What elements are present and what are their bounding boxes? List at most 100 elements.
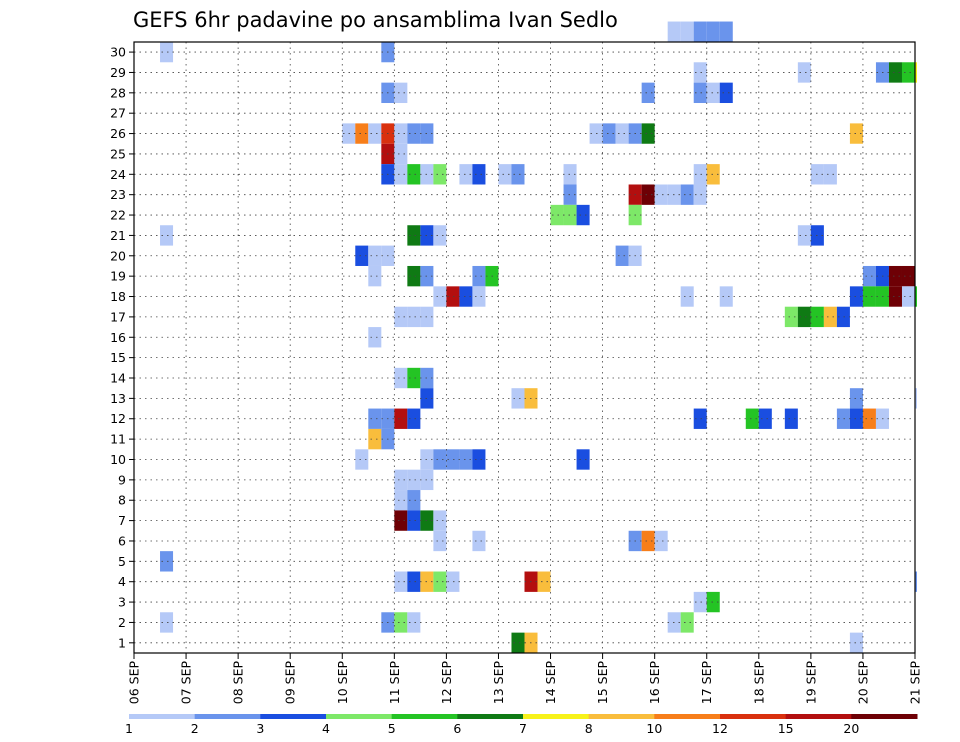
precip-cell: [901, 265, 915, 287]
precip-cell: [901, 62, 915, 83]
precip-cell: [654, 184, 668, 205]
y-tick-label: 28: [110, 85, 126, 100]
precip-cell: [693, 408, 707, 429]
legend-label: 20: [843, 721, 859, 736]
precip-cell: [355, 449, 369, 470]
precip-cell: [602, 123, 616, 144]
precip-cell: [407, 367, 421, 389]
precip-cell: [394, 82, 408, 104]
precip-cell: [576, 449, 590, 470]
y-tick-label: 1: [118, 635, 126, 650]
x-tick-label: 09 SEP: [283, 661, 298, 705]
precip-cell: [472, 286, 486, 307]
y-tick-label: 15: [110, 350, 126, 365]
y-tick-label: 9: [118, 472, 126, 487]
y-tick-label: 17: [110, 309, 126, 324]
x-tick-label: 11 SEP: [387, 661, 402, 705]
legend-swatch: [654, 714, 721, 719]
precip-cell: [849, 123, 863, 144]
precip-cell: [693, 591, 707, 613]
y-tick-label: 19: [110, 269, 126, 284]
y-tick-label: 14: [110, 371, 126, 386]
x-tick-label: 13 SEP: [491, 661, 506, 705]
precip-cell: [407, 225, 421, 246]
precip-cell: [915, 286, 917, 307]
precip-cell: [433, 449, 447, 470]
legend-swatch: [588, 714, 655, 719]
y-tick-label: 29: [110, 65, 126, 80]
precip-cell: [407, 408, 421, 429]
y-tick-label: 10: [110, 452, 126, 467]
precip-cell: [433, 164, 447, 185]
y-tick-label: 13: [110, 391, 126, 406]
precip-cell: [706, 164, 720, 185]
legend-label: 6: [453, 721, 461, 736]
precip-cell: [446, 449, 460, 470]
y-tick-label: 3: [118, 595, 126, 610]
y-tick-label: 21: [110, 228, 126, 243]
precip-cell: [693, 164, 707, 185]
precip-cell: [849, 388, 863, 409]
x-tick-label: 16 SEP: [647, 661, 662, 705]
precip-cell: [407, 612, 421, 633]
precip-cell: [511, 632, 525, 653]
precip-cell: [355, 245, 369, 266]
precip-cell: [394, 510, 408, 531]
legend-swatch: [129, 714, 196, 719]
precip-cell: [433, 225, 447, 246]
precip-cell: [394, 164, 408, 185]
legend-swatch: [194, 714, 261, 719]
precip-cell: [680, 286, 694, 307]
precip-cell: [849, 408, 863, 429]
y-tick-label: 2: [118, 615, 126, 630]
y-tick-label: 30: [110, 45, 126, 60]
precip-cell: [888, 265, 902, 287]
y-tick-label: 22: [110, 208, 126, 223]
y-tick-label: 24: [110, 167, 126, 182]
precip-cell: [407, 490, 421, 511]
x-tick-label: 14 SEP: [543, 661, 558, 705]
precip-cell: [576, 204, 590, 226]
x-tick-label: 10 SEP: [335, 661, 350, 705]
precip-cell: [511, 388, 525, 409]
precip-cell: [563, 204, 577, 226]
precip-cell: [693, 21, 707, 42]
legend-label: 2: [191, 721, 199, 736]
precip-cell: [706, 82, 720, 104]
precip-cell: [641, 82, 655, 104]
legend-swatch: [523, 714, 590, 719]
precip-cell: [160, 612, 174, 633]
precip-cell: [368, 327, 382, 348]
precip-cell: [823, 164, 837, 185]
precip-cell: [693, 62, 707, 83]
precip-cell: [680, 184, 694, 205]
legend-label: 12: [712, 721, 728, 736]
precip-cell: [537, 571, 551, 592]
precip-cell: [901, 286, 915, 307]
precip-cell: [407, 510, 421, 531]
precip-cell: [394, 490, 408, 511]
y-tick-label: 27: [110, 106, 126, 121]
precip-cell: [797, 306, 811, 328]
precip-cell: [368, 245, 382, 266]
precip-cell: [472, 265, 486, 287]
precip-cell: [719, 82, 733, 104]
precip-cell: [472, 530, 486, 552]
precip-cell: [915, 62, 917, 83]
y-tick-label: 18: [110, 289, 126, 304]
precip-cell: [719, 286, 733, 307]
precip-cell: [693, 82, 707, 104]
precip-cell: [693, 184, 707, 205]
precip-cell: [823, 306, 837, 328]
precip-cell: [862, 408, 876, 429]
precip-cell: [511, 164, 525, 185]
precip-cell: [641, 123, 655, 144]
y-tick-label: 8: [118, 493, 126, 508]
precip-cell: [394, 571, 408, 592]
precip-cell: [915, 388, 917, 409]
precip-cell: [160, 41, 174, 63]
x-tick-label: 18 SEP: [751, 661, 766, 705]
x-tick-label: 21 SEP: [908, 661, 923, 705]
precip-cell: [472, 164, 486, 185]
precip-cell: [394, 469, 408, 491]
